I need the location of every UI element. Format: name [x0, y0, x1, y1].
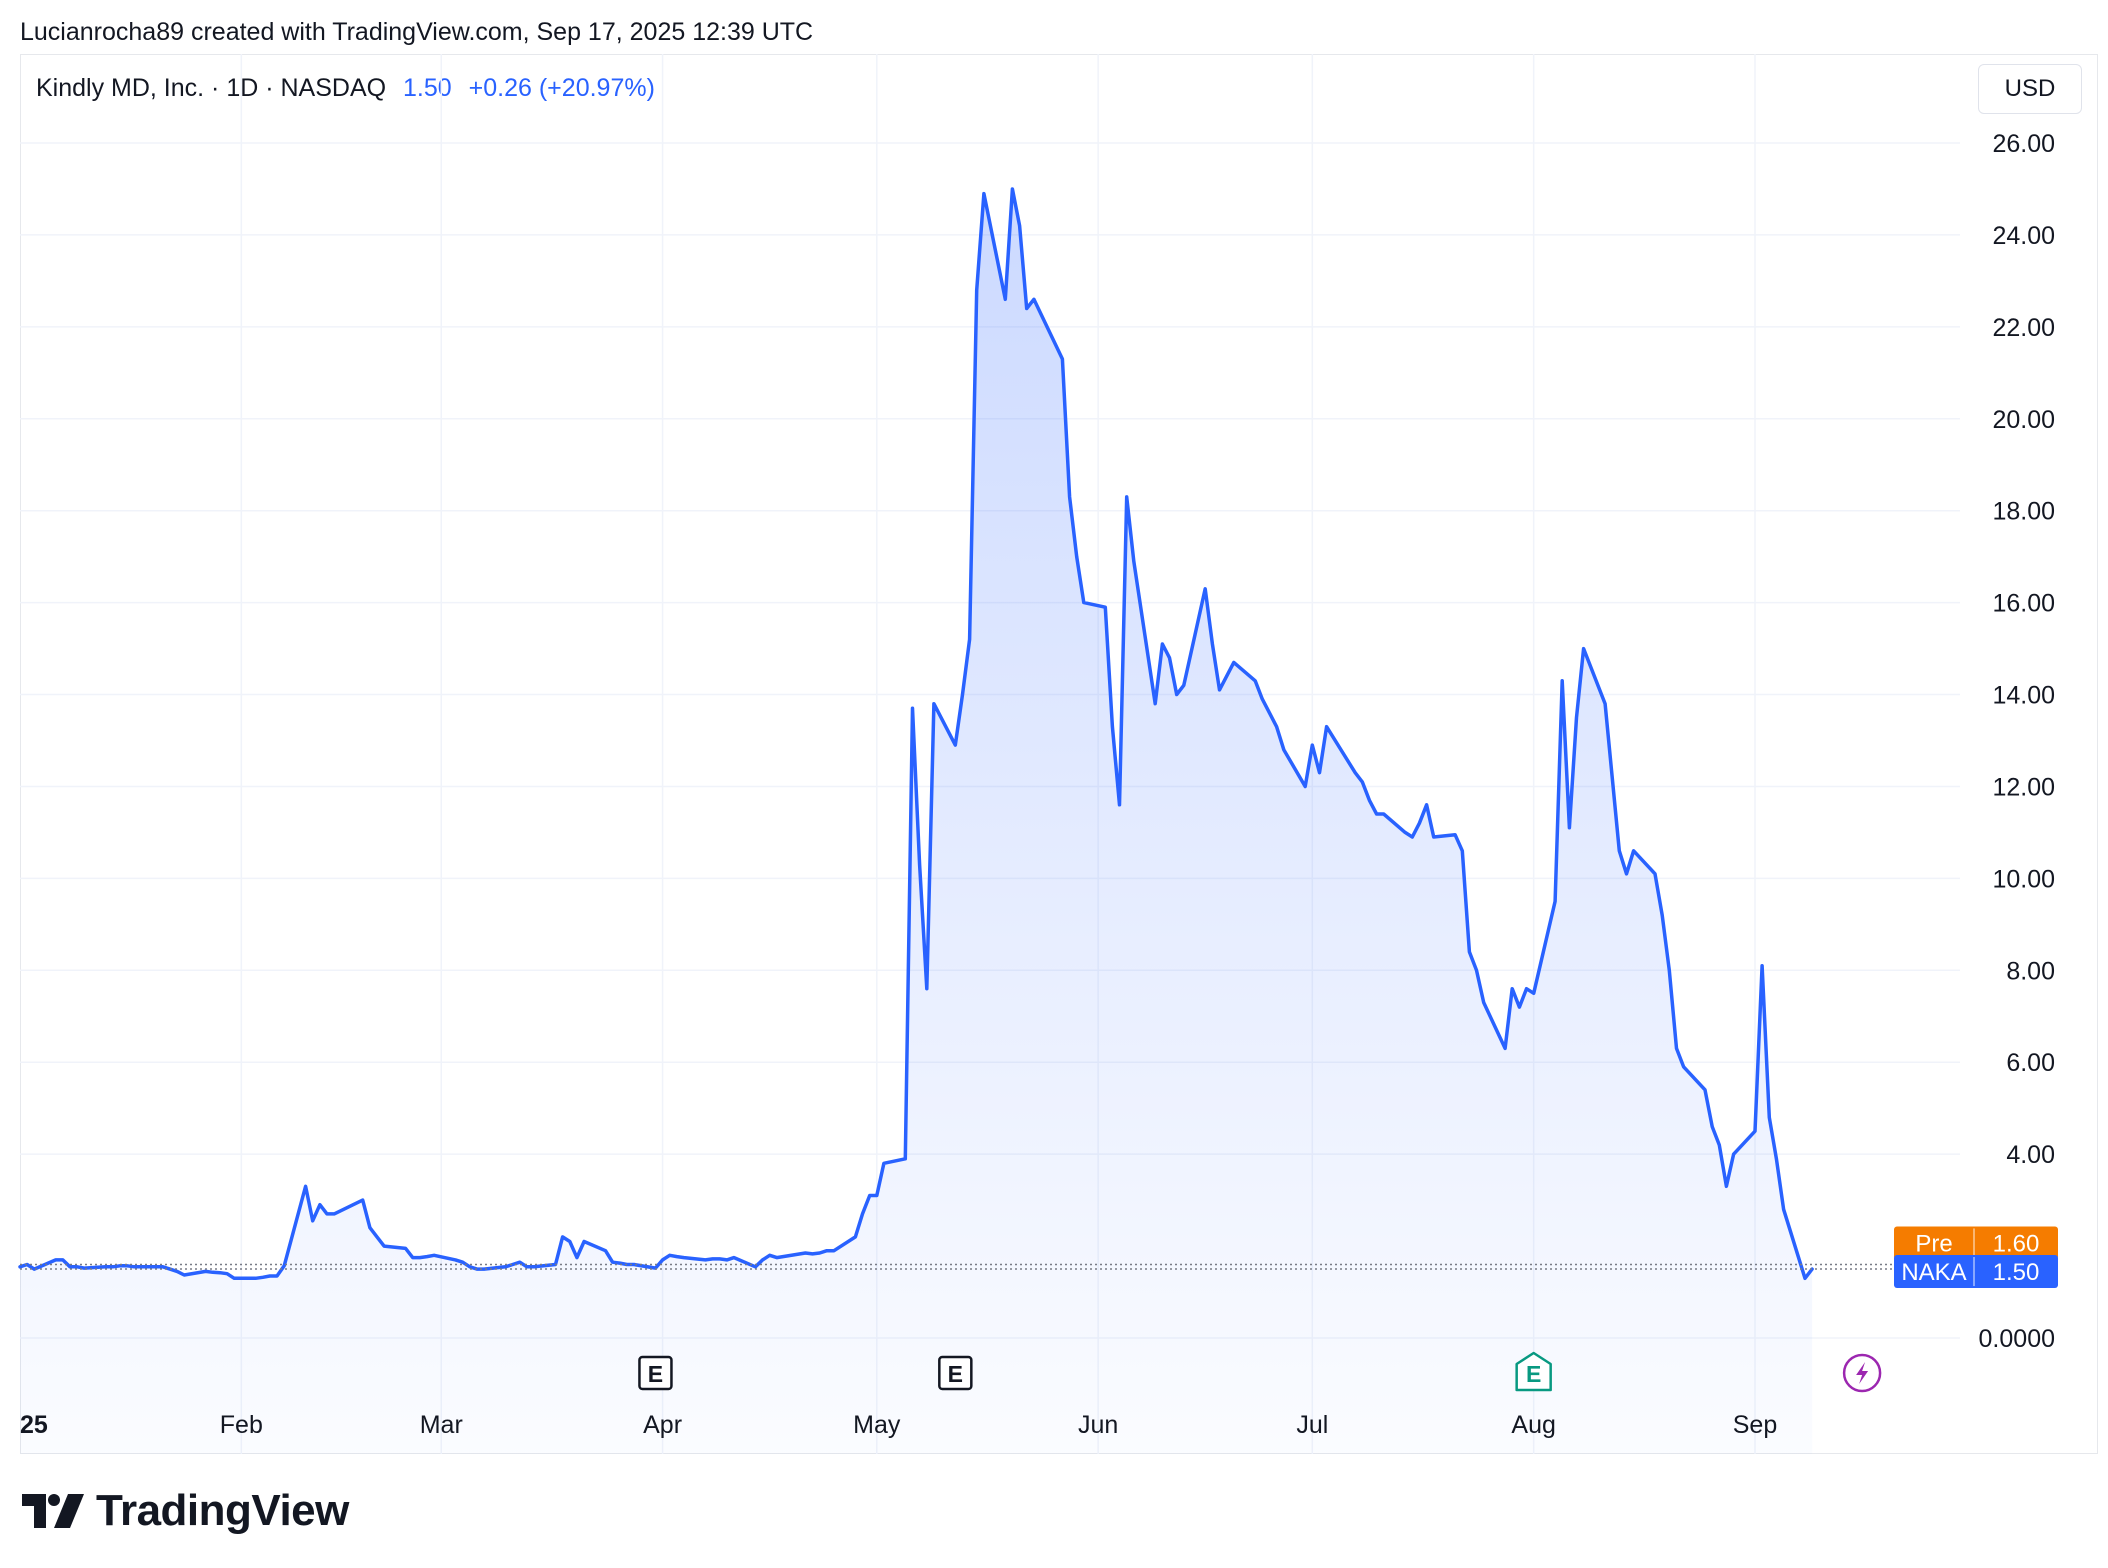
- y-axis-tick-label: 22.00: [1992, 314, 2055, 342]
- price-label-naka: NAKA 1.50: [1894, 1255, 2058, 1289]
- price-label-value: 1.60: [1993, 1230, 2040, 1257]
- earnings-marker-label: E: [1526, 1361, 1541, 1387]
- last-price: 1.50: [403, 74, 452, 102]
- y-axis-tick-label: 12.00: [1992, 773, 2055, 801]
- y-axis-tick-label: 6.00: [2006, 1049, 2055, 1077]
- price-label-background: [1894, 1255, 2058, 1289]
- earnings-marker-label: E: [948, 1361, 963, 1387]
- x-axis-tick-label: May: [853, 1411, 901, 1439]
- earnings-marker-frame: [638, 1355, 673, 1391]
- x-axis-tick-label: Jun: [1078, 1411, 1118, 1439]
- tradingview-logo-icon: [22, 1494, 84, 1528]
- symbol-description: Kindly MD, Inc. · 1D · NASDAQ: [36, 74, 387, 102]
- price-label-name: NAKA: [1901, 1259, 1966, 1286]
- chart-credit: Lucianrocha89 created with TradingView.c…: [20, 18, 814, 46]
- y-axis-tick-label: 14.00: [1992, 682, 2055, 710]
- price-label-background: [1894, 1226, 2058, 1260]
- x-axis-tick-label: Apr: [643, 1411, 682, 1439]
- price-label-pre: Pre 1.60: [1894, 1226, 2058, 1260]
- earnings-event-marker[interactable]: E: [938, 1355, 973, 1391]
- y-axis-tick-label: 26.00: [1992, 130, 2055, 158]
- price-change: +0.26 (+20.97%): [468, 74, 655, 102]
- y-axis-tick-label: 24.00: [1992, 222, 2055, 250]
- x-axis-tick-label: Aug: [1511, 1411, 1555, 1439]
- earnings-event-marker[interactable]: E: [638, 1355, 673, 1391]
- y-axis-tick-label: 18.00: [1992, 498, 2055, 526]
- y-axis-tick-label: 16.00: [1992, 590, 2055, 618]
- earnings-event-marker[interactable]: E: [1515, 1351, 1552, 1392]
- x-axis-tick-label: 25: [20, 1411, 48, 1439]
- tradingview-logo[interactable]: TradingView: [22, 1486, 349, 1536]
- y-axis-tick-label: 0.0000: [1979, 1325, 2055, 1353]
- earnings-marker-frame: [1515, 1351, 1552, 1392]
- x-axis-tick-label: Feb: [220, 1411, 263, 1439]
- dividend-event-marker[interactable]: [1842, 1353, 1882, 1393]
- earnings-marker-label: E: [648, 1361, 663, 1387]
- y-axis-tick-label: 10.00: [1992, 865, 2055, 893]
- x-axis-tick-label: Mar: [420, 1411, 463, 1439]
- price-label-name: Pre: [1915, 1230, 1952, 1257]
- price-label-value: 1.50: [1993, 1259, 2040, 1286]
- y-axis-tick-label: 4.00: [2006, 1141, 2055, 1169]
- earnings-marker-frame: [938, 1355, 973, 1391]
- y-axis-tick-label: 20.00: [1992, 406, 2055, 434]
- y-axis-tick-label: 8.00: [2006, 957, 2055, 985]
- price-series-line: [18, 187, 1814, 1281]
- chart-legend: Kindly MD, Inc. · 1D · NASDAQ 1.50 +0.26…: [36, 74, 655, 103]
- x-axis-tick-label: Jul: [1296, 1411, 1328, 1439]
- lightning-icon: [1856, 1362, 1869, 1384]
- tradingview-logo-text: TradingView: [96, 1486, 349, 1535]
- x-axis-tick-label: Sep: [1733, 1411, 1777, 1439]
- currency-button[interactable]: USD: [1978, 64, 2082, 114]
